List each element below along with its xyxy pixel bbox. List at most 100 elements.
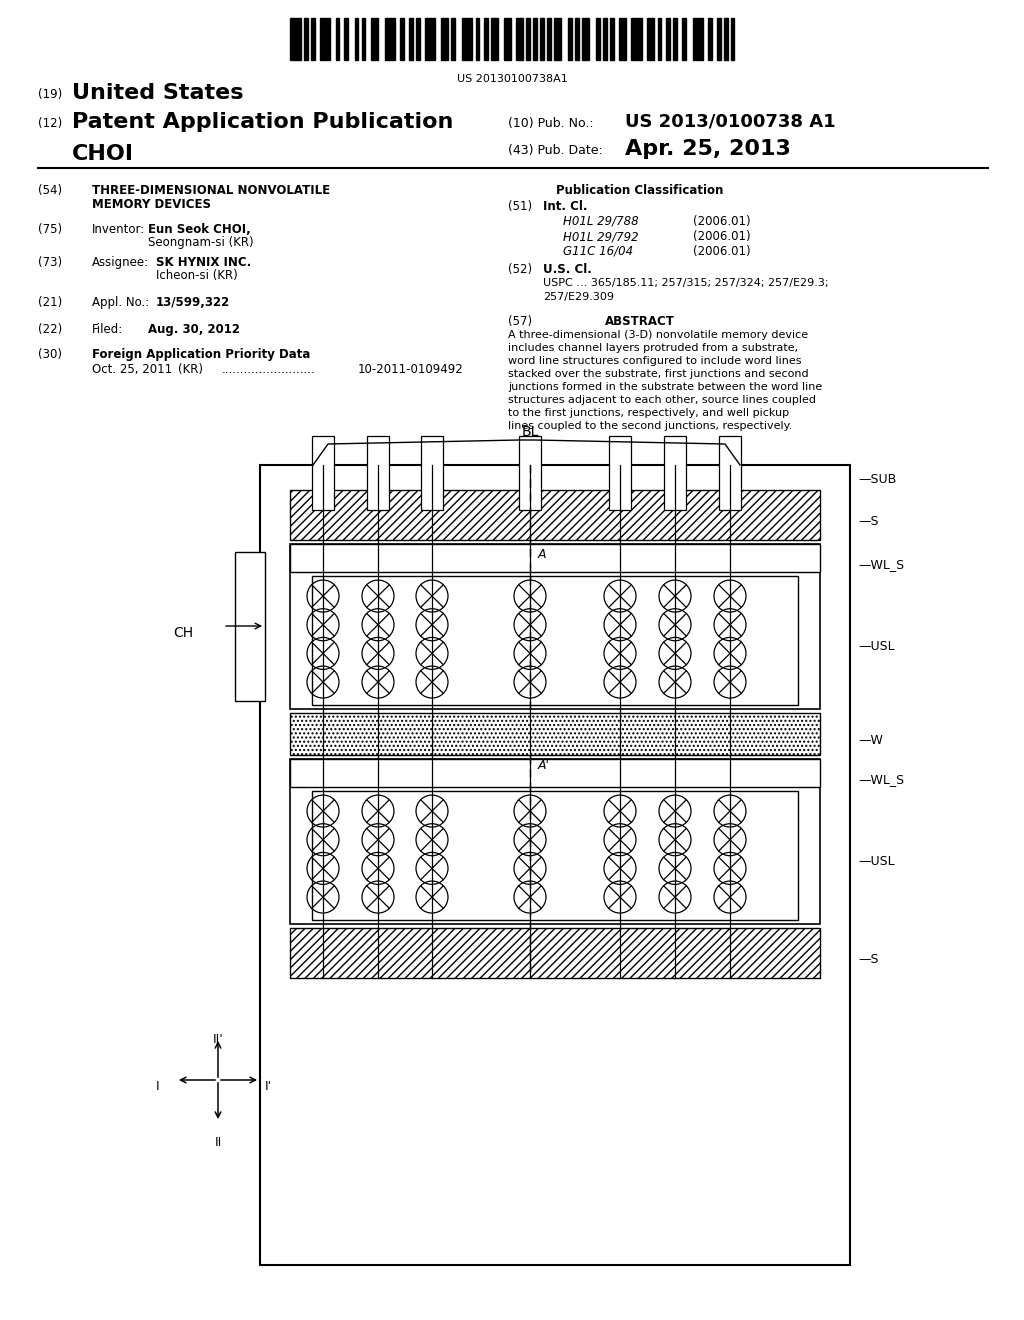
Text: (21): (21) [38, 296, 62, 309]
Text: Inventor:: Inventor: [92, 223, 145, 236]
Text: Filed:: Filed: [92, 323, 123, 337]
Text: 10-2011-0109492: 10-2011-0109492 [358, 363, 464, 376]
Text: Int. Cl.: Int. Cl. [543, 201, 588, 213]
Bar [492, 18, 499, 59]
Bar [609, 436, 631, 510]
Text: (19): (19) [38, 88, 62, 102]
Text: (54): (54) [38, 183, 62, 197]
Bar [504, 18, 511, 59]
Text: (75): (75) [38, 223, 62, 236]
Bar [610, 18, 613, 59]
Text: Eun Seok CHOI,: Eun Seok CHOI, [148, 223, 251, 236]
Text: Foreign Application Priority Data: Foreign Application Priority Data [92, 348, 310, 360]
Text: structures adjacent to each other, source lines coupled: structures adjacent to each other, sourc… [508, 395, 816, 405]
Text: Apr. 25, 2013: Apr. 25, 2013 [625, 139, 791, 158]
Text: lines coupled to the second junctions, respectively.: lines coupled to the second junctions, r… [508, 421, 793, 432]
Text: to the first junctions, respectively, and well pickup: to the first junctions, respectively, an… [508, 408, 790, 418]
Text: —S: —S [858, 953, 879, 966]
Bar [290, 759, 820, 787]
Text: A': A' [538, 759, 550, 772]
Bar [304, 18, 307, 59]
Text: Appl. No.:: Appl. No.: [92, 296, 150, 309]
Bar [596, 18, 600, 59]
Text: 13/599,322: 13/599,322 [156, 296, 230, 309]
Bar [541, 18, 544, 59]
Bar [682, 18, 685, 59]
Text: US 2013/0100738 A1: US 2013/0100738 A1 [625, 112, 836, 129]
Text: Patent Application Publication: Patent Application Publication [72, 112, 454, 132]
Bar [421, 436, 443, 510]
Text: includes channel layers protruded from a substrate,: includes channel layers protruded from a… [508, 343, 798, 352]
Text: SK HYNIX INC.: SK HYNIX INC. [156, 256, 251, 269]
Text: (KR): (KR) [178, 363, 203, 376]
Bar [371, 18, 378, 59]
Text: A three-dimensional (3-D) nonvolatile memory device: A three-dimensional (3-D) nonvolatile me… [508, 330, 808, 341]
Text: 257/E29.309: 257/E29.309 [543, 292, 614, 302]
Bar [234, 552, 265, 701]
Text: (52): (52) [508, 263, 532, 276]
Text: A: A [538, 548, 547, 561]
Bar [336, 18, 339, 59]
Text: —WL_S: —WL_S [858, 558, 904, 572]
Bar [664, 436, 686, 510]
Bar [717, 18, 721, 59]
Bar [554, 18, 561, 59]
Text: U.S. Cl.: U.S. Cl. [543, 263, 592, 276]
Text: USPC … 365/185.11; 257/315; 257/324; 257/E29.3;: USPC … 365/185.11; 257/315; 257/324; 257… [543, 279, 828, 288]
Bar [731, 18, 734, 59]
Text: I': I' [265, 1080, 272, 1093]
Bar [547, 18, 551, 59]
Bar [367, 436, 389, 510]
Text: I: I [156, 1080, 160, 1093]
Text: CHOI: CHOI [72, 144, 134, 164]
Bar [440, 18, 447, 59]
Text: (73): (73) [38, 256, 62, 269]
Bar [451, 18, 455, 59]
Bar [526, 18, 529, 59]
Text: (2006.01): (2006.01) [693, 246, 751, 257]
Text: II: II [214, 1137, 221, 1148]
Text: ABSTRACT: ABSTRACT [605, 315, 675, 327]
Text: —USL: —USL [858, 855, 895, 869]
Bar [709, 18, 712, 59]
Bar [400, 18, 403, 59]
Bar [361, 18, 366, 59]
Text: (43) Pub. Date:: (43) Pub. Date: [508, 144, 603, 157]
Text: (2006.01): (2006.01) [693, 230, 751, 243]
Text: (12): (12) [38, 117, 62, 129]
Bar [534, 18, 537, 59]
Bar [462, 18, 472, 59]
Bar [311, 18, 314, 59]
Text: United States: United States [72, 83, 244, 103]
Bar [354, 18, 358, 59]
Bar [319, 18, 331, 59]
Bar [416, 18, 420, 59]
Text: (57): (57) [508, 315, 532, 327]
Bar [312, 436, 334, 510]
Bar [312, 791, 798, 920]
Bar [692, 18, 703, 59]
Bar [290, 759, 820, 924]
Bar [631, 18, 642, 59]
Text: (22): (22) [38, 323, 62, 337]
Text: US 20130100738A1: US 20130100738A1 [457, 74, 567, 84]
Bar [667, 18, 670, 59]
Text: —S: —S [858, 515, 879, 528]
Bar [583, 18, 589, 59]
Bar [484, 18, 487, 59]
Bar [475, 18, 479, 59]
Bar [290, 490, 820, 540]
Bar [719, 436, 741, 510]
Text: stacked over the substrate, first junctions and second: stacked over the substrate, first juncti… [508, 370, 809, 379]
Text: Publication Classification: Publication Classification [556, 183, 724, 197]
Text: Assignee:: Assignee: [92, 256, 150, 269]
Text: MEMORY DEVICES: MEMORY DEVICES [92, 198, 211, 211]
Bar [603, 18, 607, 59]
Text: CH: CH [173, 626, 193, 640]
Bar [519, 436, 541, 510]
Bar [384, 18, 395, 59]
Text: —SUB: —SUB [858, 473, 896, 486]
Bar [290, 928, 820, 978]
Bar [290, 18, 300, 59]
Text: Seongnam-si (KR): Seongnam-si (KR) [148, 236, 254, 249]
